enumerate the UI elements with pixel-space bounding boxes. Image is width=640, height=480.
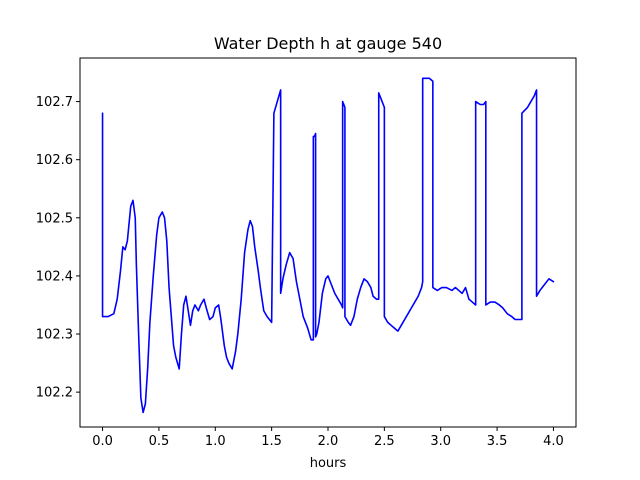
x-tick-label: 3.0 bbox=[430, 434, 451, 449]
x-tick-label: 0.5 bbox=[149, 434, 170, 449]
y-tick-label: 102.3 bbox=[36, 328, 73, 343]
chart-title: Water Depth h at gauge 540 bbox=[214, 34, 442, 53]
y-tick-label: 102.4 bbox=[36, 269, 73, 284]
water-depth-line bbox=[101, 77, 555, 414]
x-tick-label: 2.0 bbox=[318, 434, 339, 449]
y-tick-label: 102.5 bbox=[36, 211, 73, 226]
x-tick-label: 1.5 bbox=[261, 434, 282, 449]
x-axis: 0.0 0.5 1.0 1.5 2.0 2.5 3.0 3.5 4.0 bbox=[92, 427, 564, 449]
y-tick-label: 102.7 bbox=[36, 95, 73, 110]
series-layer bbox=[101, 77, 555, 414]
y-axis: 102.2 102.3 102.4 102.5 102.6 102.7 bbox=[36, 95, 80, 401]
x-tick-label: 4.0 bbox=[543, 434, 564, 449]
y-tick-label: 102.6 bbox=[36, 153, 73, 168]
plot-area bbox=[80, 58, 576, 427]
x-axis-label: hours bbox=[310, 456, 347, 471]
x-tick-label: 0.0 bbox=[92, 434, 113, 449]
x-tick-label: 2.5 bbox=[374, 434, 395, 449]
x-tick-label: 3.5 bbox=[487, 434, 508, 449]
y-tick-label: 102.2 bbox=[36, 386, 73, 401]
x-tick-label: 1.0 bbox=[205, 434, 226, 449]
